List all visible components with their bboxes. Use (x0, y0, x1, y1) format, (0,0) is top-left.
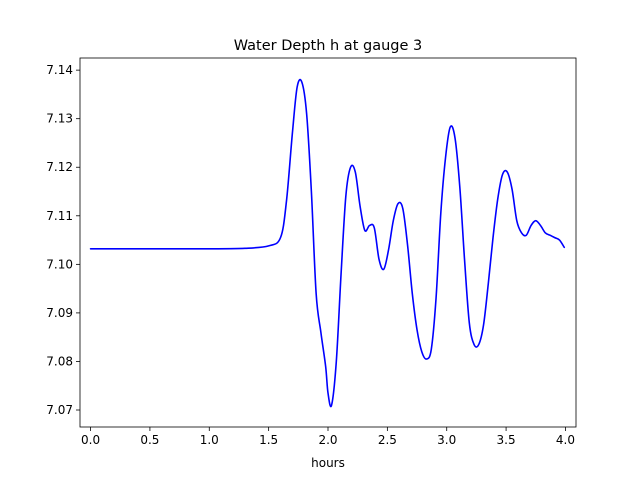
x-tick-label: 2.5 (378, 433, 397, 447)
x-tick-label: 3.5 (497, 433, 516, 447)
y-tick-label: 7.13 (46, 112, 73, 126)
x-tick-label: 0.0 (81, 433, 100, 447)
x-tick-label: 1.0 (200, 433, 219, 447)
x-tick-label: 0.5 (140, 433, 159, 447)
chart-title: Water Depth h at gauge 3 (234, 38, 422, 54)
x-axis-label: hours (311, 456, 345, 470)
y-tick-label: 7.09 (46, 306, 73, 320)
y-tick-label: 7.11 (46, 209, 73, 223)
x-tick-label: 1.5 (259, 433, 278, 447)
series-line-0 (89, 78, 566, 408)
y-tick-label: 7.12 (46, 160, 73, 174)
x-tick-label: 2.0 (318, 433, 337, 447)
y-tick-label: 7.14 (46, 63, 73, 77)
y-tick-label: 7.07 (46, 403, 73, 417)
y-axis-ticks: 7.07 7.08 7.09 7.10 7.11 7.12 7.13 7.14 (46, 63, 80, 417)
plot-area (89, 78, 566, 408)
y-tick-label: 7.10 (46, 257, 73, 271)
x-tick-label: 3.0 (437, 433, 456, 447)
x-axis-ticks: 0.0 0.5 1.0 1.5 2.0 2.5 3.0 3.5 4.0 (81, 427, 575, 447)
x-tick-label: 4.0 (556, 433, 575, 447)
y-tick-label: 7.08 (46, 354, 73, 368)
